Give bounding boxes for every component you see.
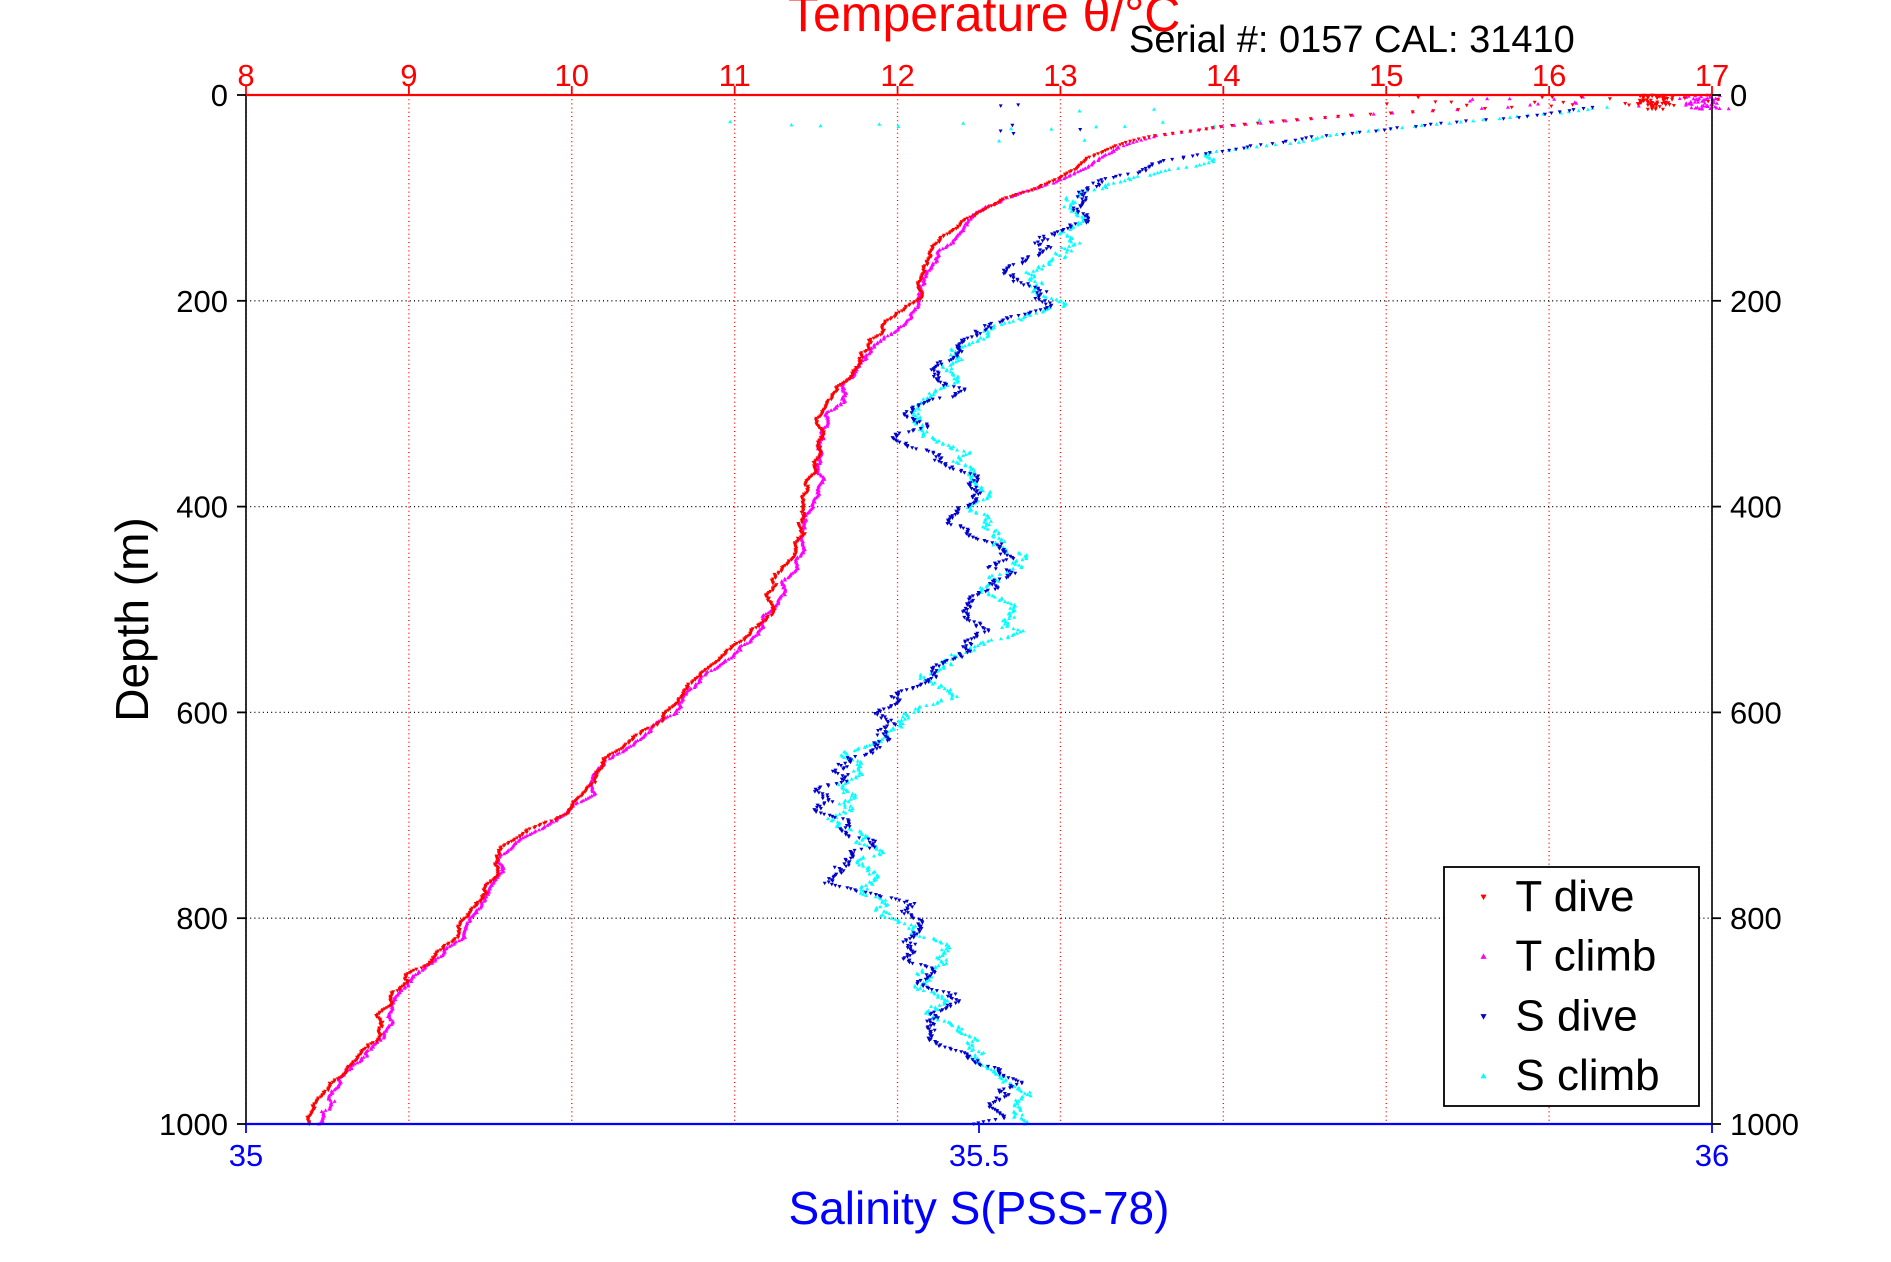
svg-text:Temperature θ/°C: Temperature θ/°C — [788, 0, 1180, 42]
svg-text:1000: 1000 — [1730, 1107, 1799, 1142]
svg-text:36: 36 — [1695, 1138, 1729, 1173]
svg-text:400: 400 — [1730, 490, 1782, 525]
svg-text:S dive: S dive — [1515, 991, 1637, 1040]
svg-text:35.5: 35.5 — [949, 1138, 1009, 1173]
svg-text:15: 15 — [1369, 58, 1403, 93]
svg-text:T climb: T climb — [1515, 932, 1656, 981]
svg-text:S climb: S climb — [1515, 1051, 1659, 1100]
svg-text:800: 800 — [176, 901, 228, 936]
svg-text:14: 14 — [1206, 58, 1240, 93]
svg-text:16: 16 — [1532, 58, 1566, 93]
svg-text:11: 11 — [719, 58, 751, 93]
svg-text:0: 0 — [211, 78, 228, 113]
svg-text:1000: 1000 — [159, 1107, 228, 1142]
svg-text:200: 200 — [1730, 284, 1782, 319]
svg-text:Depth (m): Depth (m) — [106, 517, 158, 721]
svg-text:600: 600 — [176, 695, 228, 730]
svg-text:800: 800 — [1730, 901, 1782, 936]
svg-text:35: 35 — [229, 1138, 263, 1173]
svg-text:0: 0 — [1730, 78, 1747, 113]
svg-text:9: 9 — [400, 58, 417, 93]
svg-text:400: 400 — [176, 490, 228, 525]
svg-text:10: 10 — [555, 58, 589, 93]
svg-text:T dive: T dive — [1515, 872, 1634, 921]
svg-text:12: 12 — [880, 58, 914, 93]
svg-text:8: 8 — [237, 58, 254, 93]
svg-text:600: 600 — [1730, 695, 1782, 730]
svg-text:Serial #: 0157 CAL: 31410: Serial #: 0157 CAL: 31410 — [1129, 19, 1575, 61]
svg-text:13: 13 — [1043, 58, 1077, 93]
svg-text:Salinity S(PSS-78): Salinity S(PSS-78) — [789, 1182, 1170, 1234]
svg-text:200: 200 — [176, 284, 228, 319]
svg-text:17: 17 — [1695, 58, 1729, 93]
